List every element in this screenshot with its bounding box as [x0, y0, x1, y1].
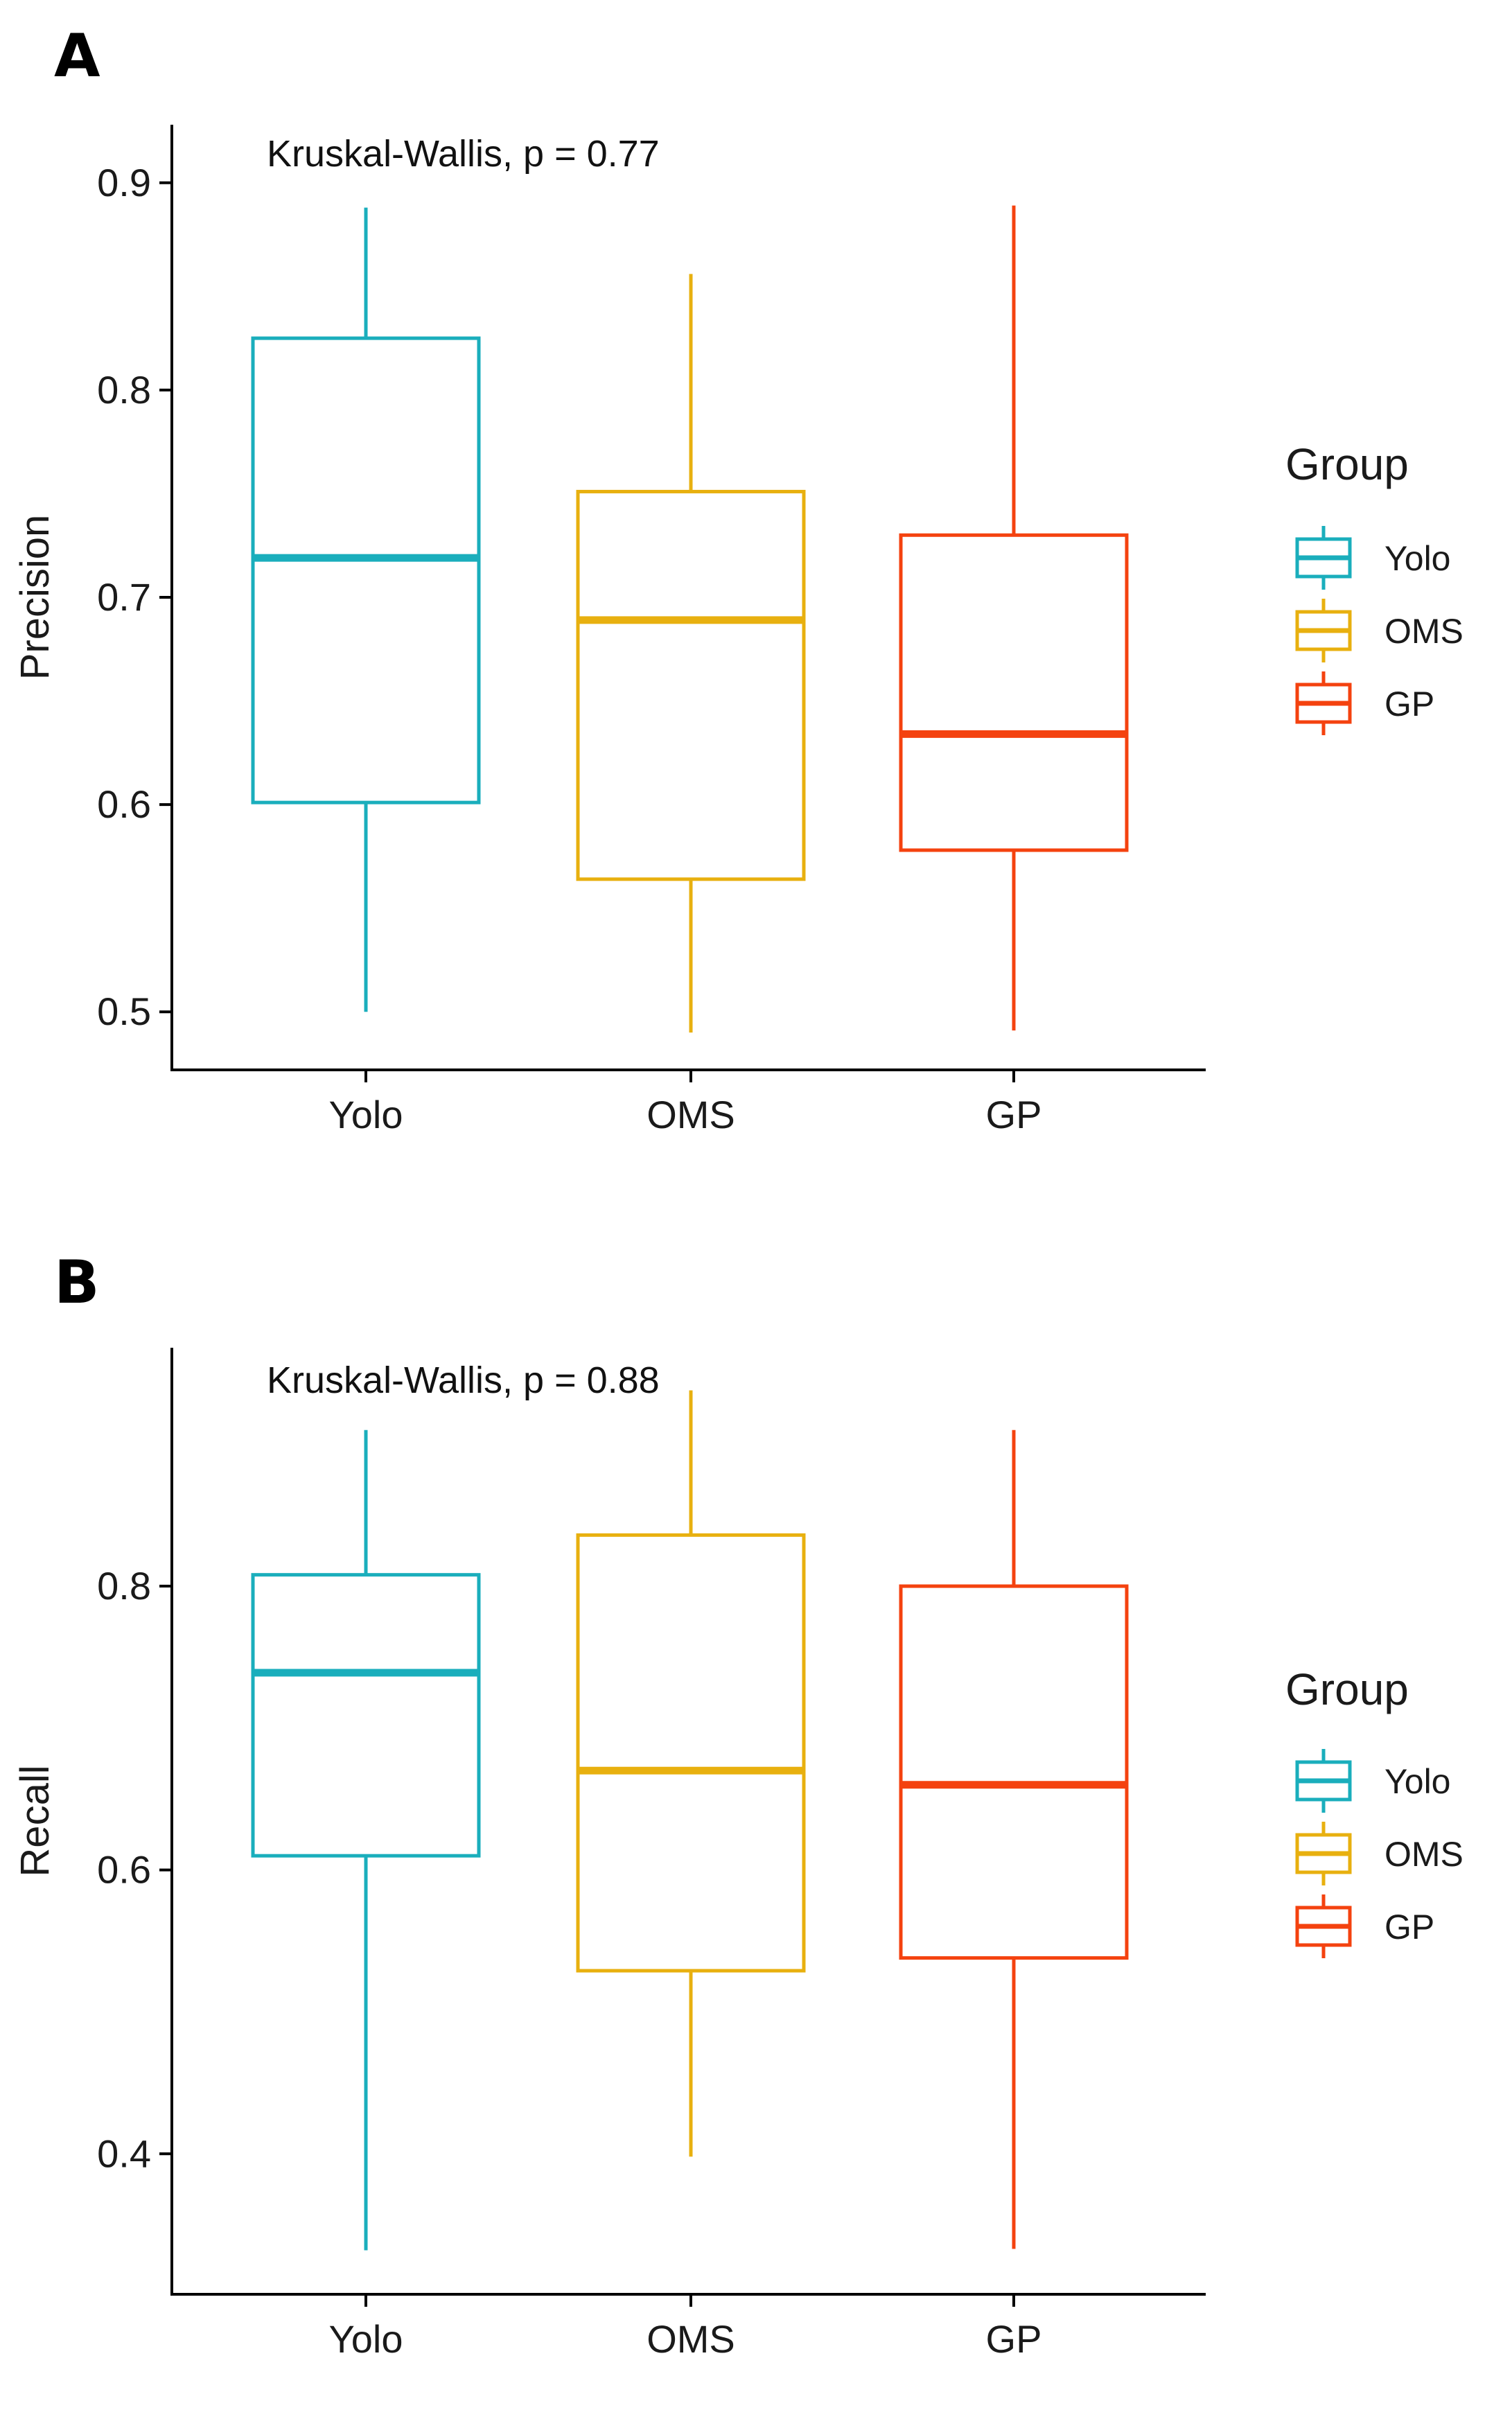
y-axis-title: Recall	[12, 1765, 58, 1876]
kruskal-wallis-annotation: Kruskal-Wallis, p = 0.77	[267, 133, 660, 175]
y-tick-label-0-8: 0.8	[97, 1564, 151, 1608]
y-tick-label-0-6: 0.6	[97, 1848, 151, 1892]
x-tick-label-yolo: Yolo	[329, 1093, 403, 1136]
boxplot-oms	[576, 1390, 806, 2157]
legend-label: GP	[1384, 1908, 1434, 1946]
box-iqr	[899, 533, 1129, 852]
y-axis-title: Precision	[12, 515, 58, 680]
y-tick-label-0-6: 0.6	[97, 782, 151, 826]
legend-entry-yolo: Yolo	[1295, 1749, 1450, 1813]
legend: Group Yolo OMS GP	[1285, 439, 1463, 735]
legend-title: Group	[1285, 439, 1409, 489]
x-tick-label-oms: OMS	[647, 1093, 735, 1136]
box-iqr	[251, 1573, 481, 1858]
legend-entry-yolo: Yolo	[1295, 526, 1450, 590]
x-tick-label-gp: GP	[986, 2317, 1042, 2361]
legend-label: OMS	[1384, 1835, 1463, 1874]
x-tick-label-oms: OMS	[647, 2317, 735, 2361]
x-tick-label-gp: GP	[986, 1093, 1042, 1136]
y-tick-label-0-8: 0.8	[97, 368, 151, 412]
y-tick-label-0-5: 0.5	[97, 989, 151, 1033]
panel-a: A 0.5 0.6 0.7 0.8 0.9 Yolo OMS GP Precision Kruska…	[12, 21, 1463, 1136]
legend-entry-oms: OMS	[1295, 1822, 1463, 1885]
legend-label: Yolo	[1384, 539, 1450, 578]
x-tick-label-yolo: Yolo	[329, 2317, 403, 2361]
kruskal-wallis-annotation: Kruskal-Wallis, p = 0.88	[267, 1360, 660, 1401]
panel-label: A	[54, 21, 100, 91]
legend-label: GP	[1384, 685, 1434, 723]
box-iqr	[576, 1533, 806, 1973]
y-tick-label-0-7: 0.7	[97, 575, 151, 619]
legend-title: Group	[1285, 1664, 1409, 1714]
box-iqr	[576, 489, 806, 881]
boxplot-yolo	[251, 1430, 481, 2251]
boxplot-gp	[899, 1430, 1129, 2249]
boxplot-yolo	[251, 207, 481, 1012]
legend: Group Yolo OMS GP	[1285, 1664, 1463, 1958]
box-iqr	[899, 1584, 1129, 1960]
boxplot-gp	[899, 205, 1129, 1031]
legend-entry-oms: OMS	[1295, 599, 1463, 662]
boxplot-oms	[576, 274, 806, 1033]
legend-label: OMS	[1384, 612, 1463, 651]
y-tick-label-0-4: 0.4	[97, 2131, 151, 2175]
box-iqr	[251, 336, 481, 804]
y-tick-label-0-9: 0.9	[97, 161, 151, 204]
legend-label: Yolo	[1384, 1762, 1450, 1801]
legend-entry-gp: GP	[1295, 1894, 1434, 1958]
legend-entry-gp: GP	[1295, 671, 1434, 735]
panel-label: B	[54, 1248, 100, 1317]
panel-b: B 0.4 0.6 0.8 Yolo OMS GP Recall Kruskal-Wallis,…	[12, 1248, 1463, 2361]
